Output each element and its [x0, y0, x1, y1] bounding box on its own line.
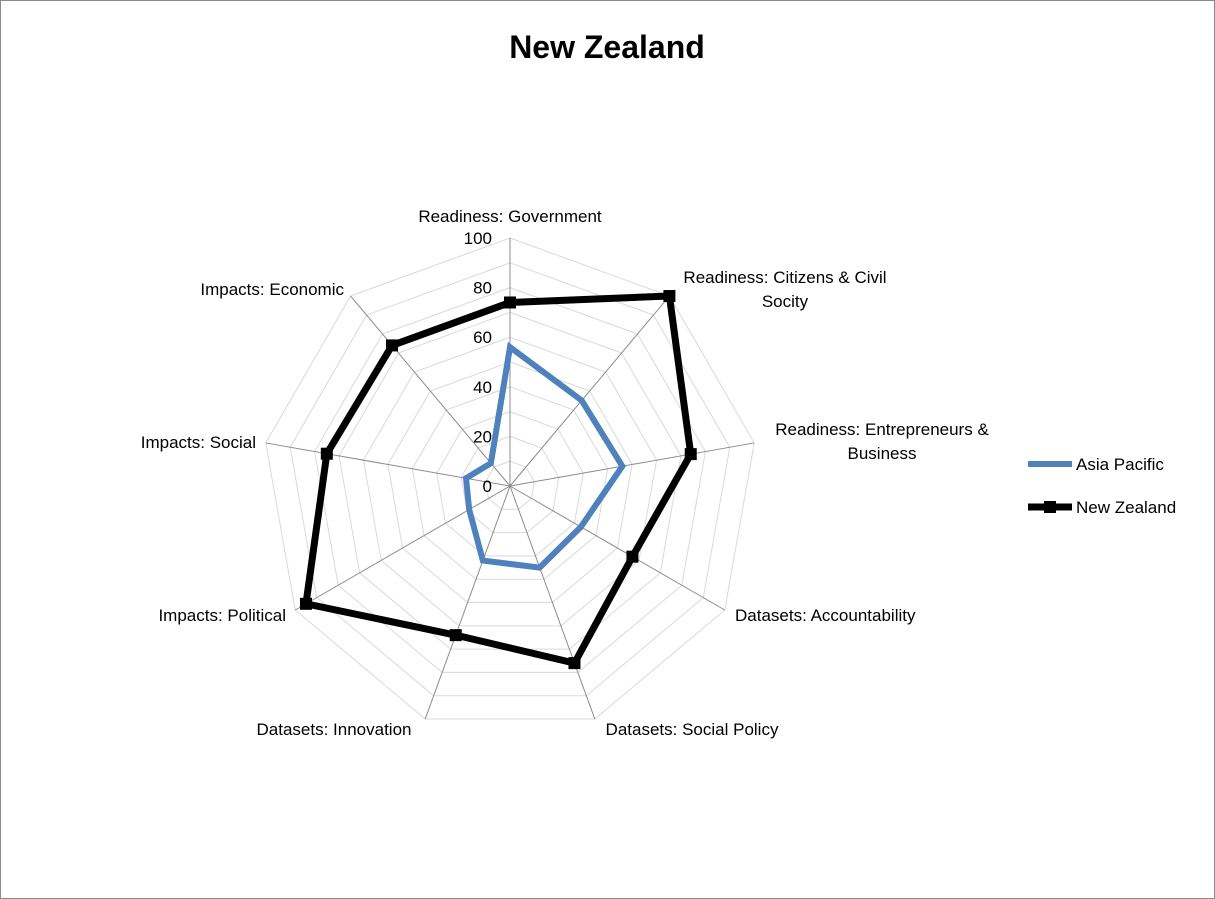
spoke — [424, 485, 511, 720]
chart-title: New Zealand — [509, 29, 705, 65]
category-label: Datasets: Social Policy — [606, 720, 779, 739]
legend-marker — [1044, 501, 1056, 513]
spoke — [509, 295, 670, 487]
legend: Asia Pacific New Zealand — [1028, 455, 1176, 517]
spoke — [509, 485, 726, 611]
tick-label: 40 — [473, 378, 492, 397]
grid-ring — [362, 336, 658, 627]
tick-label: 80 — [473, 279, 492, 298]
tick-label: 20 — [473, 427, 492, 446]
category-label: Impacts: Economic — [200, 280, 344, 299]
grid-ring — [436, 411, 584, 557]
radar-grid — [265, 237, 755, 720]
category-label: Datasets: Accountability — [735, 606, 916, 625]
grid-ring — [387, 361, 633, 604]
spoke — [509, 485, 596, 720]
series-line — [462, 341, 626, 571]
category-label: Datasets: Innovation — [257, 720, 412, 739]
grid-ring — [289, 262, 731, 697]
spoke — [294, 485, 511, 611]
series-marker — [504, 296, 516, 309]
series-layer — [299, 290, 697, 670]
category-label: Readiness: Government — [418, 207, 602, 226]
radial-tick-labels: 0 20 40 60 80 100 — [464, 229, 492, 496]
category-labels: Readiness: Government Readiness: Citizens… — [141, 207, 990, 739]
spoke — [509, 442, 755, 487]
grid-ring — [485, 460, 535, 510]
category-label: Impacts: Political — [158, 606, 286, 625]
series-marker — [684, 448, 697, 461]
series-marker — [568, 657, 581, 670]
grid-ring — [460, 435, 560, 534]
series-marker — [299, 597, 312, 610]
tick-label: 60 — [473, 328, 492, 347]
category-label: Readiness: Citizens & Civil Socity — [683, 268, 886, 311]
series-marker — [386, 339, 399, 352]
spoke — [265, 442, 511, 487]
series-line — [302, 292, 695, 668]
grid-ring — [314, 287, 706, 673]
spoke — [350, 295, 511, 487]
series-marker — [449, 629, 462, 642]
series-marker — [320, 447, 333, 460]
series-marker — [626, 550, 639, 563]
series-marker — [663, 290, 676, 303]
grid-ring — [265, 237, 755, 720]
tick-label: 100 — [464, 229, 492, 248]
grid-ring — [411, 386, 609, 580]
tick-label: 0 — [483, 477, 492, 496]
legend-label: New Zealand — [1076, 498, 1176, 517]
category-label: Readiness: Entrepreneurs & Business — [775, 420, 989, 463]
category-label: Impacts: Social — [141, 433, 256, 452]
legend-label: Asia Pacific — [1076, 455, 1164, 474]
